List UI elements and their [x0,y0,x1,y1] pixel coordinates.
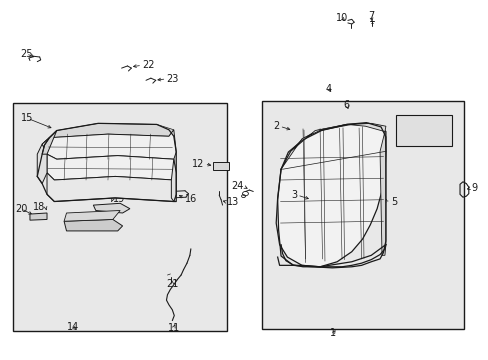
Text: 8: 8 [430,125,436,135]
Polygon shape [64,220,122,231]
Polygon shape [281,123,385,169]
Text: 21: 21 [166,279,178,289]
Text: 17: 17 [96,220,108,230]
Text: 24: 24 [231,181,243,192]
Polygon shape [93,203,130,213]
Text: 9: 9 [470,183,476,193]
Polygon shape [42,131,57,154]
Text: 23: 23 [166,74,179,84]
Polygon shape [47,154,176,180]
Polygon shape [276,123,385,267]
Polygon shape [171,159,176,202]
Bar [213,162,228,170]
Bar [13,103,227,330]
Text: 4: 4 [325,84,331,94]
Polygon shape [42,123,173,144]
Polygon shape [64,211,120,221]
Polygon shape [379,132,385,255]
Text: 5: 5 [390,197,396,207]
Text: 12: 12 [192,159,204,169]
Text: 11: 11 [167,323,180,333]
Text: 7: 7 [367,12,374,22]
Text: 22: 22 [142,60,154,70]
Polygon shape [37,144,47,184]
Polygon shape [42,130,176,159]
Text: 18: 18 [33,202,45,212]
Text: 20: 20 [15,204,27,214]
Text: 10: 10 [335,13,347,23]
Polygon shape [47,173,176,202]
Text: 2: 2 [273,121,279,131]
Text: 6: 6 [343,100,349,111]
Text: 14: 14 [66,322,79,332]
Text: 13: 13 [227,197,239,207]
Bar [261,101,463,329]
Polygon shape [30,213,47,220]
Text: 19: 19 [113,194,125,204]
Text: 3: 3 [290,190,297,200]
Text: 15: 15 [21,113,34,123]
Text: 16: 16 [184,194,197,204]
Text: 25: 25 [20,49,32,59]
Text: 1: 1 [329,328,336,338]
Bar [395,116,451,146]
